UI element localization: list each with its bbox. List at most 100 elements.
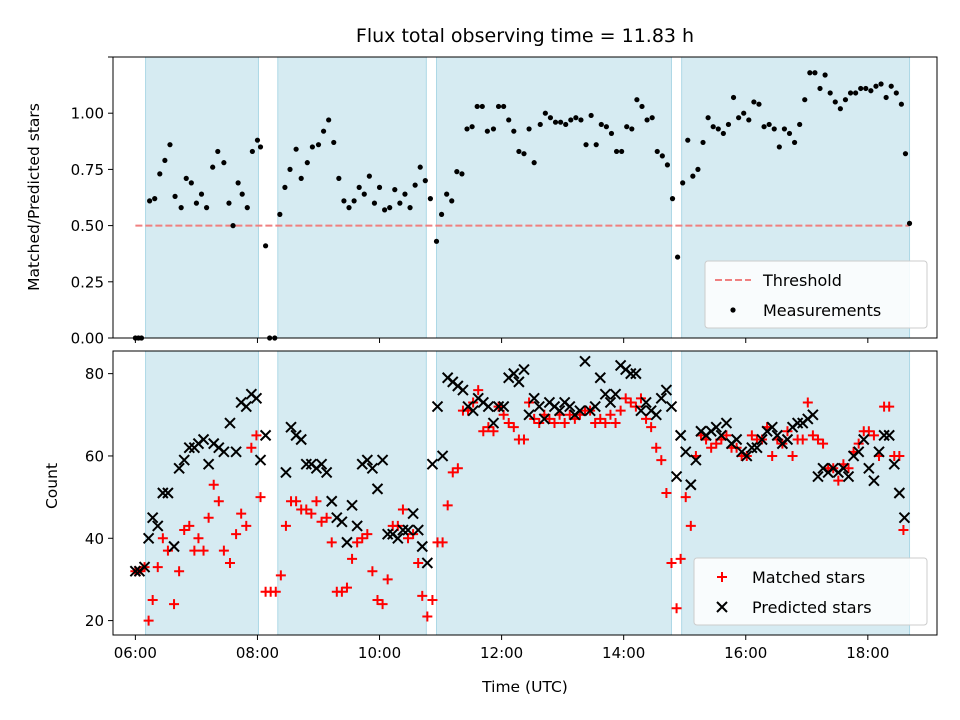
measurement-point-53	[402, 191, 408, 197]
measurement-point-21	[239, 191, 245, 197]
measurement-point-98	[634, 97, 640, 103]
measurement-point-39	[331, 139, 337, 146]
measurement-point-148	[888, 83, 894, 89]
measurement-point-51	[392, 187, 398, 193]
ratio-ytick-label-1: 0.25	[71, 273, 104, 291]
predicted-marker-142	[863, 462, 875, 475]
measurement-point-29	[277, 211, 283, 217]
measurement-point-64	[459, 171, 465, 177]
predicted-marker-103	[665, 400, 678, 413]
matched-marker-122	[746, 430, 757, 441]
predicted-marker-52	[407, 507, 419, 520]
matched-marker-56	[413, 557, 424, 568]
measurement-point-124	[766, 121, 772, 128]
predicted-marker-10	[178, 454, 190, 466]
ratio-shade-1	[277, 57, 427, 338]
predicted-marker-141	[858, 433, 870, 446]
measurement-point-86	[573, 115, 579, 121]
count-legend-label-1: Predicted stars	[752, 598, 872, 617]
predicted-marker-123	[766, 421, 778, 433]
matched-marker-75	[508, 422, 519, 433]
predicted-marker-105	[674, 429, 687, 442]
predicted-marker-120	[751, 442, 763, 454]
y-axis-label-count: Count	[43, 463, 61, 509]
measurement-point-144	[868, 88, 874, 94]
xtick-label-4: 14:00	[602, 644, 645, 662]
matched-marker-10	[179, 525, 190, 536]
measurement-point-8	[172, 193, 178, 199]
measurement-point-135	[822, 72, 828, 78]
measurement-point-43	[351, 198, 357, 204]
predicted-marker-81	[553, 404, 566, 417]
matched-marker-61	[437, 537, 448, 548]
count-shade-2	[436, 351, 672, 635]
predicted-marker-40	[346, 499, 358, 512]
measurement-point-36	[315, 142, 322, 148]
predicted-marker-140	[852, 446, 865, 458]
matched-marker-53	[397, 504, 408, 515]
matched-marker-85	[559, 418, 570, 429]
matched-marker-12	[189, 545, 200, 556]
matched-marker-41	[336, 586, 347, 597]
measurement-point-75	[516, 148, 522, 155]
measurement-point-81	[547, 115, 554, 121]
count-ytick-label-1: 40	[85, 530, 104, 548]
predicted-marker-108	[690, 454, 702, 466]
measurement-point-6	[162, 157, 168, 164]
matched-marker-114	[706, 442, 717, 453]
measurement-point-130	[797, 121, 803, 128]
predicted-marker-97	[635, 404, 647, 417]
predicted-marker-92	[609, 388, 622, 400]
xtick-label-0: 06:00	[114, 644, 157, 662]
predicted-marker-44	[366, 462, 379, 475]
measurement-point-44	[356, 184, 362, 190]
predicted-marker-67	[482, 400, 495, 413]
measurement-point-49	[382, 207, 388, 213]
matched-marker-34	[301, 504, 312, 515]
measurement-point-24	[254, 137, 261, 143]
measurement-point-4	[152, 196, 158, 202]
predicted-marker-41	[351, 520, 363, 532]
predicted-marker-89	[594, 372, 606, 384]
predicted-marker-76	[528, 392, 540, 405]
measurement-point-41	[341, 198, 347, 204]
measurement-point-48	[376, 184, 383, 190]
measurement-point-7	[167, 142, 173, 148]
matched-marker-96	[615, 405, 626, 416]
measurement-point-25	[257, 144, 264, 150]
measurement-point-74	[511, 128, 517, 134]
matched-marker-95	[610, 418, 621, 429]
measurement-point-97	[629, 126, 635, 132]
matched-marker-13	[193, 533, 204, 544]
measurement-point-146	[878, 81, 884, 87]
measurement-point-73	[506, 117, 512, 123]
matched-marker-134	[807, 430, 818, 441]
measurement-point-31	[287, 166, 293, 172]
measurement-point-68	[479, 103, 485, 110]
matched-marker-93	[600, 418, 611, 429]
measurement-point-71	[495, 103, 502, 110]
measurement-point-139	[842, 97, 849, 103]
predicted-marker-53	[412, 524, 424, 536]
matched-marker-38	[321, 512, 332, 523]
predicted-marker-124	[771, 429, 783, 442]
predicted-marker-14	[197, 433, 210, 446]
matched-marker-49	[377, 599, 388, 610]
matched-marker-133	[802, 397, 813, 408]
predicted-marker-128	[791, 417, 804, 429]
measurement-point-141	[853, 90, 859, 96]
measurement-point-17	[221, 160, 227, 166]
matched-marker-69	[478, 426, 489, 437]
measurement-point-115	[720, 130, 726, 137]
matched-marker-82	[544, 413, 555, 424]
matched-marker-30	[280, 520, 291, 531]
predicted-marker-62	[457, 384, 469, 396]
measurement-point-14	[203, 205, 210, 211]
measurement-point-82	[552, 119, 559, 125]
measurement-point-102	[654, 148, 660, 155]
predicted-marker-121	[756, 433, 768, 446]
measurement-point-59	[433, 238, 440, 244]
predicted-marker-9	[173, 462, 185, 475]
measurement-point-78	[531, 160, 537, 166]
measurement-point-84	[563, 121, 569, 128]
